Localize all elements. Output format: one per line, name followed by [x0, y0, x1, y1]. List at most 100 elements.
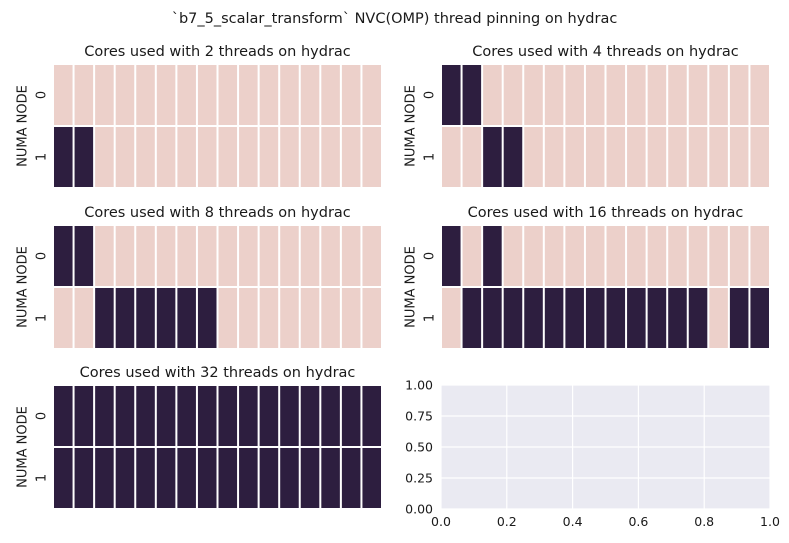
heatmap-cell-node0-core6: [177, 65, 196, 125]
y-axis-label: NUMA NODE: [16, 246, 31, 328]
heatmap-cell-node0-core11: [668, 226, 687, 286]
ytick-label: 0.00: [405, 502, 433, 517]
ytick-label-node-0: 0: [35, 91, 50, 99]
xtick-label: 1.0: [760, 514, 780, 529]
heatmap-cell-node0-core6: [565, 226, 584, 286]
heatmap-cell-node0-core12: [300, 65, 320, 125]
heatmap-cell-node1-core2: [483, 127, 502, 187]
heatmap-cell-node0-core7: [197, 386, 217, 446]
heatmap-cell-node1-core7: [585, 127, 605, 187]
heatmap-cell-node1-core14: [341, 127, 361, 187]
ytick-label: 1.00: [405, 378, 433, 393]
heatmap-cell-node0-core8: [218, 386, 238, 446]
ytick-label-node-1: 1: [423, 314, 438, 322]
heatmap-cell-node1-core12: [300, 127, 320, 187]
heatmap-cell-node0-core13: [321, 386, 340, 446]
heatmap-cell-node0-core3: [115, 226, 135, 286]
heatmap-cell-node0-core4: [136, 226, 155, 286]
heatmap-cell-node1-core3: [115, 448, 135, 508]
heatmap-cell-node0-core6: [565, 65, 584, 125]
heatmap-cell-node1-core0: [54, 288, 73, 348]
heatmap-cell-node0-core8: [218, 65, 238, 125]
heatmap-cell-node1-core13: [709, 127, 728, 187]
ytick-label-node-1: 1: [423, 153, 438, 161]
heatmap-cell-node1-core9: [627, 127, 646, 187]
heatmap-cell-node0-core4: [136, 386, 155, 446]
heatmap-cell-node0-core5: [544, 65, 564, 125]
heatmap-cell-node1-core5: [156, 288, 176, 348]
heatmap-cell-node1-core9: [239, 288, 258, 348]
heatmap-cell-node1-core4: [136, 288, 155, 348]
heatmap-cell-node1-core6: [565, 288, 584, 348]
heatmap-cell-node0-core15: [362, 386, 381, 446]
heatmap-cell-node0-core2: [483, 65, 502, 125]
heatmap-cell-node0-core6: [177, 226, 196, 286]
figure-suptitle: `b7_5_scalar_transform` NVC(OMP) thread …: [172, 11, 618, 27]
heatmap-cell-node1-core12: [300, 288, 320, 348]
heatmap-cell-node1-core5: [544, 127, 564, 187]
heatmap-cell-node0-core10: [647, 65, 667, 125]
heatmap-cell-node0-core2: [95, 386, 114, 446]
heatmap-cell-node0-core9: [239, 386, 258, 446]
heatmap-cell-node0-core12: [688, 65, 708, 125]
heatmap-cell-node1-core14: [729, 288, 749, 348]
subplots: Cores used with 2 threads on hydrac 0 1 NUM…: [16, 44, 780, 529]
heatmap-cell-node0-core2: [95, 226, 114, 286]
y-axis-label: NUMA NODE: [404, 246, 419, 328]
heatmap-cell-node1-core4: [136, 448, 155, 508]
y-axis-label: NUMA NODE: [16, 406, 31, 488]
heatmap-cell-node0-core6: [177, 386, 196, 446]
heatmap-cell-node0-core0: [442, 226, 461, 286]
heatmap-cell-node1-core8: [218, 288, 238, 348]
heatmap-cell-node0-core15: [750, 226, 769, 286]
heatmap-cell-node0-core13: [321, 226, 340, 286]
heatmap-cell-node1-core14: [729, 127, 749, 187]
heatmap-cell-node0-core13: [709, 65, 728, 125]
heatmap-cell-node0-core5: [156, 65, 176, 125]
heatmap-cell-node1-core11: [280, 288, 299, 348]
heatmap-cell-node1-core9: [239, 127, 258, 187]
xtick-label: 0.6: [628, 514, 648, 529]
heatmap-cell-node1-core2: [95, 127, 114, 187]
heatmap-cell-node1-core15: [750, 127, 769, 187]
heatmap-cell-node1-core13: [709, 288, 728, 348]
heatmap-cell-node0-core1: [74, 386, 94, 446]
heatmap-cell-node1-core6: [177, 448, 196, 508]
heatmap-cell-node0-core5: [156, 226, 176, 286]
heatmap-cell-node1-core7: [197, 448, 217, 508]
heatmap-cell-node0-core9: [239, 65, 258, 125]
heatmap-cell-node1-core12: [688, 127, 708, 187]
heatmap-cell-node1-core1: [74, 288, 94, 348]
heatmap-cell-node0-core11: [280, 65, 299, 125]
heatmap-cell-node0-core9: [239, 226, 258, 286]
y-axis-label: NUMA NODE: [404, 85, 419, 167]
subplot-title: Cores used with 8 threads on hydrac: [84, 205, 351, 221]
heatmap-cell-node0-core0: [54, 65, 73, 125]
heatmap-cell-node0-core12: [300, 226, 320, 286]
heatmap-cell-node0-core0: [54, 386, 73, 446]
heatmap-cell-node1-core8: [218, 448, 238, 508]
heatmap-cell-node0-core5: [544, 226, 564, 286]
heatmap-cell-node0-core7: [197, 65, 217, 125]
heatmap-cell-node0-core8: [606, 65, 626, 125]
heatmap-cell-node0-core13: [709, 226, 728, 286]
heatmap-cell-node1-core10: [259, 288, 279, 348]
subplot-3: Cores used with 8 threads on hydrac 0 1 NUM…: [16, 205, 382, 349]
heatmap-cell-node1-core7: [197, 288, 217, 348]
heatmap-cell-node0-core15: [362, 226, 381, 286]
xtick-label: 0.4: [563, 514, 583, 529]
heatmap-cell-node0-core1: [74, 226, 94, 286]
heatmap-cell-node1-core13: [321, 448, 340, 508]
heatmap-cell-node0-core8: [218, 226, 238, 286]
heatmap-cell-node0-core14: [729, 65, 749, 125]
heatmap-cell-node1-core5: [544, 288, 564, 348]
heatmap-cell-node1-core3: [115, 288, 135, 348]
heatmap-cell-node0-core12: [688, 226, 708, 286]
heatmap-cell-node0-core2: [483, 226, 502, 286]
heatmap-cell-node1-core3: [503, 127, 523, 187]
heatmap-cell-node1-core2: [95, 288, 114, 348]
heatmap-cell-node0-core8: [606, 226, 626, 286]
heatmap-cell-node0-core1: [74, 65, 94, 125]
heatmap-cell-node1-core0: [54, 448, 73, 508]
